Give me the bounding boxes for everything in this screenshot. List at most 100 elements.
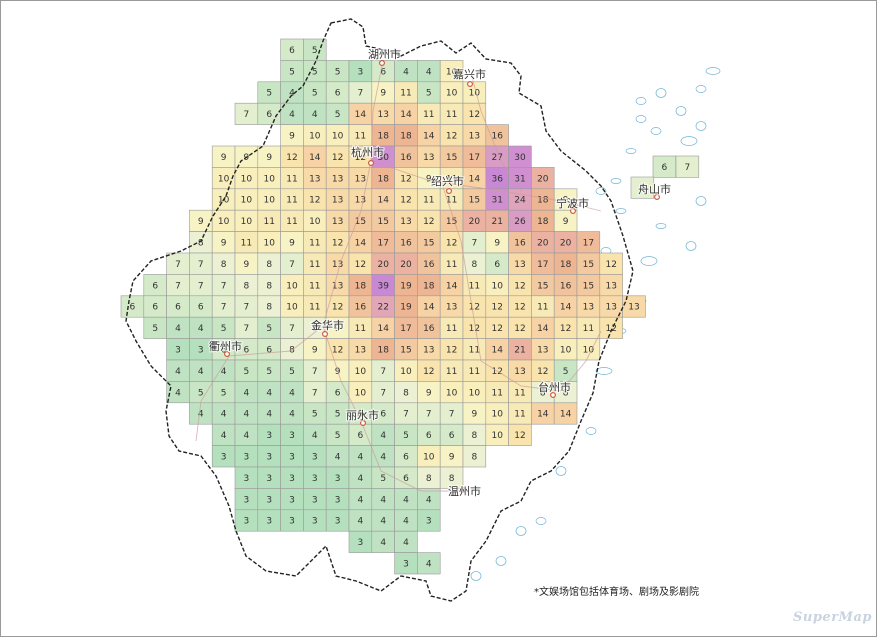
grid-cell[interactable]: 4 (394, 530, 418, 553)
grid-cell[interactable]: 12 (394, 167, 418, 190)
grid-cell[interactable]: 13 (417, 145, 441, 168)
grid-cell[interactable]: 13 (462, 124, 487, 147)
grid-cell[interactable]: 5 (325, 423, 350, 446)
grid-cell[interactable]: 8 (189, 231, 213, 254)
grid-cell[interactable]: 15 (531, 274, 555, 297)
grid-cell[interactable]: 11 (531, 295, 555, 318)
grid-cell[interactable]: 10 (417, 445, 441, 468)
grid-cell[interactable]: 20 (394, 252, 418, 275)
grid-cell[interactable]: 16 (394, 231, 418, 254)
grid-cell[interactable]: 9 (189, 209, 213, 232)
grid-cell[interactable]: 10 (485, 402, 509, 425)
grid-cell[interactable]: 12 (325, 338, 350, 361)
grid-cell[interactable]: 7 (234, 316, 259, 339)
grid-cell[interactable]: 8 (257, 295, 281, 318)
grid-cell[interactable]: 7 (439, 402, 464, 425)
grid-cell[interactable]: 5 (303, 81, 327, 104)
grid-cell[interactable]: 4 (417, 488, 441, 511)
grid-cell[interactable]: 12 (599, 316, 623, 339)
grid-cell[interactable]: 10 (211, 209, 236, 232)
grid-cell[interactable]: 12 (417, 359, 441, 382)
grid-cell[interactable]: 10 (348, 359, 373, 382)
grid-cell[interactable]: 7 (303, 359, 327, 382)
city-marker[interactable]: 金华市 (310, 317, 345, 338)
grid-cell[interactable]: 12 (394, 188, 418, 211)
grid-cell[interactable]: 20 (531, 231, 555, 254)
grid-cell[interactable]: 3 (257, 466, 281, 489)
grid-cell[interactable]: 13 (325, 274, 350, 297)
grid-cell[interactable]: 14 (371, 316, 395, 339)
grid-cell[interactable]: 4 (234, 402, 259, 425)
grid-cell[interactable]: 15 (417, 231, 441, 254)
grid-cell[interactable]: 4 (234, 381, 259, 404)
grid-cell[interactable]: 4 (394, 509, 418, 532)
grid-cell[interactable]: 14 (553, 402, 578, 425)
grid-cell[interactable]: 6 (280, 38, 304, 61)
grid-cell[interactable]: 15 (394, 338, 418, 361)
grid-cell[interactable]: 12 (417, 209, 441, 232)
grid-cell[interactable]: 7 (211, 274, 236, 297)
grid-cell[interactable]: 13 (508, 359, 532, 382)
grid-cell[interactable]: 10 (462, 381, 487, 404)
grid-cell[interactable]: 18 (371, 167, 395, 190)
grid-cell[interactable]: 27 (485, 145, 509, 168)
grid-cell[interactable]: 6 (166, 295, 190, 318)
grid-cell-zhoushan[interactable]: 7 (630, 176, 655, 199)
grid-cell[interactable]: 16 (553, 274, 578, 297)
grid-cell[interactable]: 14 (462, 167, 487, 190)
grid-cell[interactable]: 12 (508, 295, 532, 318)
grid-cell[interactable]: 4 (303, 102, 327, 125)
grid-cell[interactable]: 13 (325, 188, 350, 211)
grid-cell[interactable]: 5 (394, 423, 418, 446)
grid-cell[interactable]: 5 (325, 60, 350, 83)
grid-cell[interactable]: 13 (303, 167, 327, 190)
grid-cell[interactable]: 14 (531, 316, 555, 339)
grid-cell[interactable]: 3 (280, 423, 304, 446)
grid-cell[interactable]: 11 (508, 402, 532, 425)
grid-cell[interactable]: 7 (303, 381, 327, 404)
grid-cell[interactable]: 6 (257, 338, 281, 361)
grid-cell[interactable]: 4 (417, 60, 441, 83)
grid-cell[interactable]: 11 (303, 231, 327, 254)
grid-cell[interactable]: 20 (462, 209, 487, 232)
grid-cell[interactable]: 3 (257, 509, 281, 532)
city-marker[interactable]: 温州市 (447, 483, 482, 499)
grid-cell[interactable]: 6 (325, 81, 350, 104)
grid-cell[interactable]: 3 (234, 445, 259, 468)
grid-cell[interactable]: 13 (439, 295, 464, 318)
grid-cell[interactable]: 11 (462, 274, 487, 297)
grid-cell[interactable]: 6 (394, 445, 418, 468)
grid-cell[interactable]: 9 (234, 252, 259, 275)
grid-cell[interactable]: 10 (439, 381, 464, 404)
grid-cell[interactable]: 10 (485, 423, 509, 446)
grid-cell[interactable]: 11 (280, 209, 304, 232)
grid-cell[interactable]: 5 (143, 316, 167, 339)
grid-cell[interactable]: 7 (234, 295, 259, 318)
grid-cell[interactable]: 3 (303, 466, 327, 489)
grid-cell[interactable]: 15 (439, 145, 464, 168)
grid-cell[interactable]: 4 (394, 60, 418, 83)
grid-cell[interactable]: 6 (143, 295, 167, 318)
grid-cell[interactable]: 5 (234, 359, 259, 382)
grid-cell[interactable]: 7 (417, 402, 441, 425)
grid-cell[interactable]: 4 (280, 81, 304, 104)
grid-cell[interactable]: 5 (257, 316, 281, 339)
grid-cell[interactable]: 4 (371, 488, 395, 511)
grid-cell[interactable]: 10 (348, 381, 373, 404)
grid-cell[interactable]: 6 (143, 274, 167, 297)
grid-cell[interactable]: 24 (508, 188, 532, 211)
grid-cell[interactable]: 10 (439, 81, 464, 104)
grid-cell[interactable]: 11 (462, 359, 487, 382)
grid-cell[interactable]: 10 (303, 124, 327, 147)
grid-cell[interactable]: 3 (303, 445, 327, 468)
grid-cell[interactable]: 9 (485, 231, 509, 254)
grid-cell[interactable]: 11 (576, 316, 601, 339)
grid-cell[interactable]: 20 (553, 231, 578, 254)
grid-cell[interactable]: 17 (462, 145, 487, 168)
grid-cell[interactable]: 8 (211, 252, 236, 275)
grid-cell[interactable]: 13 (417, 338, 441, 361)
grid-cell[interactable]: 12 (485, 316, 509, 339)
grid-cell[interactable]: 11 (485, 381, 509, 404)
